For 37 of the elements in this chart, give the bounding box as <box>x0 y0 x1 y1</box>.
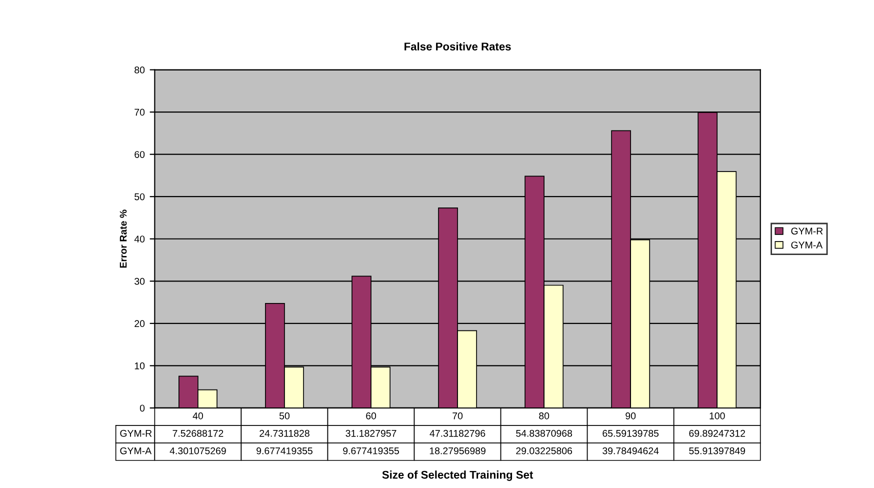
x-axis-title: Size of Selected Training Set <box>382 470 534 481</box>
y-tick-label: 40 <box>134 236 145 242</box>
data-label: 65.59139785 <box>602 430 659 437</box>
legend-label: GYM-R <box>791 228 823 235</box>
y-axis-title: Error Rate % <box>120 210 127 268</box>
x-tick-label: 70 <box>452 412 463 420</box>
y-tick-label: 80 <box>134 66 145 74</box>
data-label: 18.27956989 <box>430 447 486 454</box>
x-tick-label: 90 <box>626 412 636 420</box>
chart-title: False Positive Rates <box>404 42 511 50</box>
data-label: 24.7311828 <box>260 430 310 437</box>
legend-label: GYM-A <box>791 242 823 248</box>
y-tick-label: 60 <box>134 151 145 158</box>
data-label: 9.677419355 <box>256 447 312 454</box>
y-tick-label: 20 <box>134 320 145 328</box>
x-tick-label: 100 <box>710 412 725 420</box>
y-tick-label: 0 <box>140 404 145 412</box>
x-tick-label: 40 <box>192 412 203 420</box>
data-label: 4.301075269 <box>170 447 226 454</box>
data-label: 47.31182796 <box>430 430 486 437</box>
y-tick-label: 70 <box>134 108 145 116</box>
data-label: 31.1827957 <box>346 430 396 437</box>
x-tick-label: 80 <box>539 412 550 420</box>
text: GYM-R <box>120 430 152 437</box>
data-label: 55.91397849 <box>689 447 746 454</box>
y-tick-label: 50 <box>134 193 145 200</box>
data-label: 69.89247312 <box>689 430 746 437</box>
y-tick-label: 30 <box>134 278 145 285</box>
data-label: 54.83870968 <box>516 430 572 437</box>
x-tick-label: 60 <box>366 412 376 420</box>
data-label: 39.78494624 <box>602 447 659 454</box>
data-label: 9.677419355 <box>343 447 399 454</box>
data-label: 29.03225806 <box>516 447 572 454</box>
text: GYM-A <box>120 447 152 454</box>
y-tick-label: 10 <box>134 362 145 370</box>
x-tick-label: 50 <box>279 412 290 420</box>
data-label: 7.52688172 <box>172 430 224 437</box>
